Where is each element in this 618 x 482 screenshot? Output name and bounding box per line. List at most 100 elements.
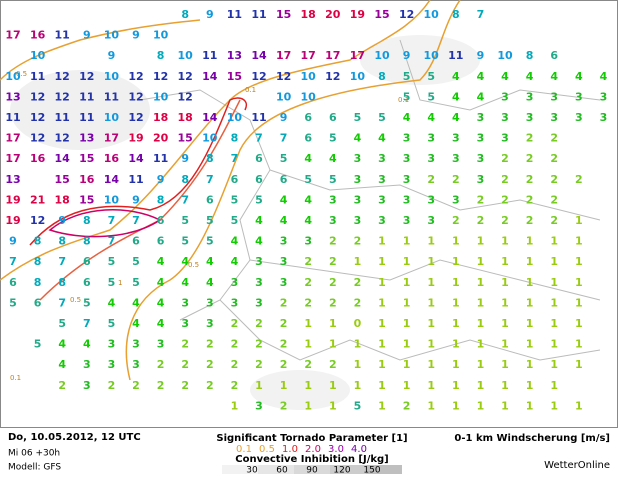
shear-value: 1 [501, 296, 509, 309]
shear-value: 3 [403, 152, 411, 165]
cin-level: 90 [306, 466, 318, 476]
shear-value: 3 [501, 111, 509, 124]
shear-value: 8 [58, 276, 66, 289]
shear-value: 11 [30, 70, 45, 83]
shear-value: 1 [477, 255, 485, 268]
shear-value: 1 [550, 276, 558, 289]
shear-value: 1 [575, 296, 583, 309]
cin-level: 60 [276, 466, 288, 476]
shear-value: 3 [403, 214, 411, 227]
shear-value: 9 [108, 49, 116, 62]
shear-value: 5 [108, 317, 116, 330]
shear-value: 4 [501, 70, 509, 83]
shear-value: 5 [231, 193, 239, 206]
shear-value: 1 [550, 338, 558, 351]
shear-value: 3 [280, 255, 288, 268]
run: Mi 06 +30h [8, 449, 60, 459]
cin-level: 30 [246, 466, 258, 476]
shear-value: 3 [526, 90, 534, 103]
shear-value: 1 [526, 296, 534, 309]
shear-value: 2 [206, 379, 214, 392]
shear-value: 1 [403, 358, 411, 371]
contour-label: 0.1 [10, 374, 21, 382]
shear-value: 3 [403, 193, 411, 206]
shear-value: 1 [550, 235, 558, 248]
shear-value: 6 [550, 49, 558, 62]
shear-value: 1 [550, 399, 558, 412]
shear-value: 15 [276, 8, 291, 21]
shear-value: 1 [526, 358, 534, 371]
shear-value: 2 [231, 358, 239, 371]
shear-value: 3 [550, 111, 558, 124]
shear-value: 1 [526, 276, 534, 289]
shear-value: 19 [5, 214, 20, 227]
contour-label: 0.5 [16, 70, 27, 78]
shear-value: 3 [132, 358, 140, 371]
shear-value: 2 [526, 193, 534, 206]
shear-value: 12 [55, 132, 70, 145]
shear-value: 9 [58, 214, 66, 227]
shear-value: 5 [181, 214, 189, 227]
shear-value: 2 [526, 152, 534, 165]
shear-value: 1 [427, 235, 435, 248]
shear-value: 6 [206, 193, 214, 206]
contour-label: 0.5 [188, 261, 199, 269]
shear-value: 4 [157, 255, 165, 268]
shear-value: 6 [83, 255, 91, 268]
shear-value: 17 [5, 29, 20, 42]
shear-value: 2 [181, 379, 189, 392]
shear-value: 2 [304, 276, 312, 289]
shear-value: 10 [178, 49, 194, 62]
shear-value: 2 [575, 173, 583, 186]
shear-value: 2 [501, 193, 509, 206]
shear-value: 17 [104, 132, 119, 145]
shear-value: 1 [403, 276, 411, 289]
shear-value: 1 [575, 235, 583, 248]
shear-value: 1 [304, 338, 312, 351]
shear-value: 1 [304, 399, 312, 412]
shear-value: 1 [477, 235, 485, 248]
shear-value: 3 [280, 276, 288, 289]
shear-value: 4 [157, 276, 165, 289]
shear-value: 12 [276, 70, 291, 83]
cin-swatch [366, 465, 402, 474]
shear-value: 9 [477, 49, 485, 62]
shear-value: 2 [206, 338, 214, 351]
stp-level: 3.0 [328, 444, 344, 455]
shear-value: 15 [374, 8, 389, 21]
shear-value: 5 [329, 173, 337, 186]
shear-value: 6 [231, 173, 239, 186]
shear-value: 1 [280, 379, 288, 392]
shear-value: 7 [83, 317, 91, 330]
shear-value: 1 [403, 296, 411, 309]
shear-value: 2 [550, 173, 558, 186]
shear-value: 16 [30, 29, 46, 42]
shear-value: 12 [399, 8, 414, 21]
shear-value: 5 [181, 235, 189, 248]
shear-value: 2 [329, 255, 337, 268]
shear-value: 5 [280, 152, 288, 165]
shear-value: 2 [231, 338, 239, 351]
shear-value: 1 [501, 338, 509, 351]
shear-value: 1 [575, 317, 583, 330]
shear-value: 15 [79, 152, 94, 165]
shear-value: 1 [427, 317, 435, 330]
shear-value: 9 [206, 8, 214, 21]
shear-value: 4 [181, 276, 189, 289]
shear-value: 4 [83, 338, 91, 351]
shear-value: 18 [55, 193, 70, 206]
shear-value: 12 [55, 90, 70, 103]
shear-value: 3 [403, 173, 411, 186]
shear-value: 1 [378, 358, 386, 371]
shear-value: 4 [452, 70, 460, 83]
shear-value: 3 [550, 90, 558, 103]
shear-value: 19 [128, 132, 143, 145]
shear-value: 1 [452, 399, 460, 412]
shear-value: 4 [600, 70, 608, 83]
shear-value: 1 [477, 276, 485, 289]
shear-value: 6 [255, 152, 263, 165]
shear-value: 7 [108, 214, 116, 227]
shear-value: 12 [178, 70, 193, 83]
shear-value: 1 [477, 296, 485, 309]
date: Do, 10.05.2012, 12 UTC [8, 432, 141, 443]
